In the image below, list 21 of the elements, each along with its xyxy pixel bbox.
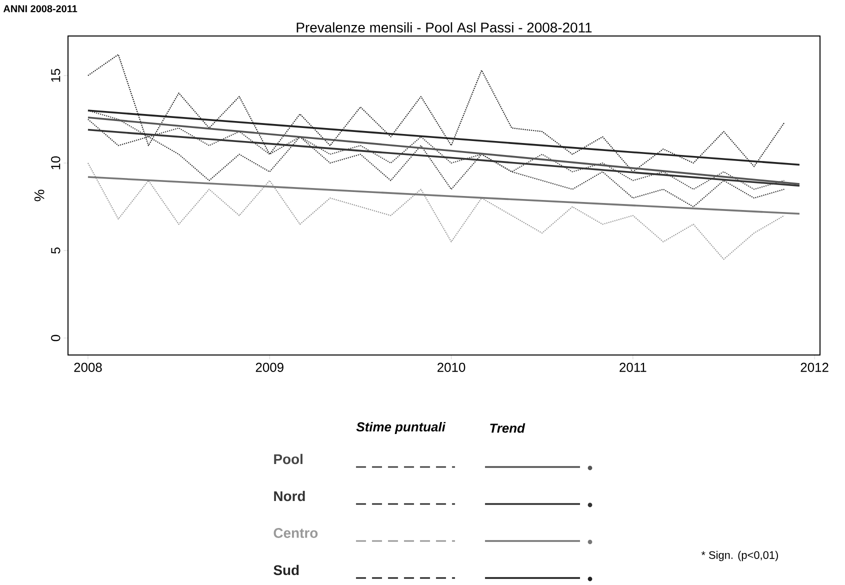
text: * Sign. (p<0,01): [701, 550, 778, 562]
text: ANNI 2008-2011: [3, 5, 78, 12]
x-tick-label: 2008: [74, 362, 102, 372]
y-tick-label: 5: [51, 247, 60, 254]
y-tick-label: 10: [51, 156, 60, 170]
y-tick-label: 0: [51, 334, 60, 342]
y-tick-label: 15: [51, 68, 60, 82]
text: Trend: [490, 423, 526, 433]
y-axis-title: %: [34, 190, 44, 202]
x-tick-label: 2012: [800, 362, 828, 372]
x-tick-label: 2010: [438, 362, 466, 372]
line-series: [87, 162, 785, 260]
chart-title: Prevalenze mensili - Pool Asl Passi - 2008-2011: [296, 22, 592, 32]
line-series: [87, 110, 785, 190]
text: Pool: [274, 454, 302, 464]
text: Sud: [274, 564, 299, 576]
x-tick-label: 2011: [620, 362, 646, 372]
text: Nord: [274, 490, 305, 502]
x-tick-label: 2009: [256, 362, 284, 372]
text: Centro: [274, 528, 318, 538]
text: Stime puntuali: [356, 422, 446, 434]
